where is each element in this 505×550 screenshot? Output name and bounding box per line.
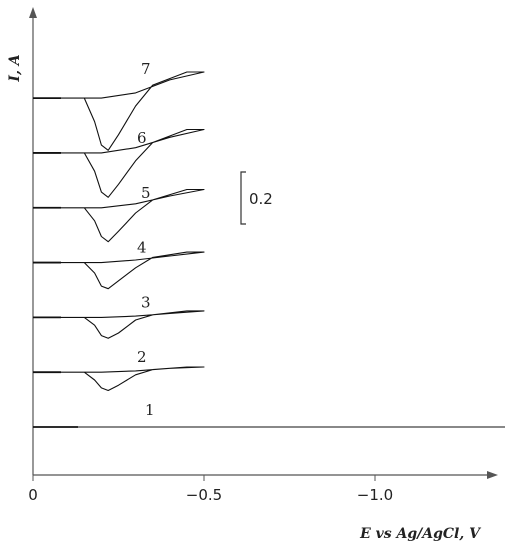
curve-2	[33, 366, 205, 392]
x-tick-label: 0	[28, 486, 38, 504]
curves	[33, 71, 505, 428]
scale-bar	[240, 171, 246, 225]
curve-label-5: 5	[141, 184, 151, 202]
curve-label-2: 2	[137, 348, 147, 366]
curve-label-7: 7	[141, 60, 151, 78]
curve-labels: 1 2 3 4 5 6 7	[137, 60, 155, 419]
x-ticks: 0−0.5−1.0−1.5−2.0−2.5	[28, 475, 393, 504]
curve-label-1: 1	[145, 401, 155, 419]
curve-6	[33, 128, 205, 198]
curve-label-6: 6	[137, 129, 147, 147]
x-axis-arrow	[487, 471, 498, 479]
scale-bar-label: 0.2	[249, 190, 273, 208]
curve-5	[33, 188, 205, 243]
current-scale-bar: 0.2	[240, 171, 273, 225]
x-tick-label: −0.5	[186, 486, 222, 504]
curve-3	[33, 310, 205, 339]
y-axis-arrow	[29, 7, 37, 18]
axes	[29, 7, 498, 479]
x-tick-label: −1.0	[357, 486, 393, 504]
y-axis-title: I, A	[7, 54, 23, 82]
curve-1	[33, 426, 505, 428]
curve-4	[33, 251, 205, 290]
curve-7	[33, 71, 205, 151]
curve-label-4: 4	[137, 239, 147, 257]
curve-label-3: 3	[141, 293, 151, 311]
x-axis-title: E vs Ag/AgCl, V	[359, 526, 482, 542]
